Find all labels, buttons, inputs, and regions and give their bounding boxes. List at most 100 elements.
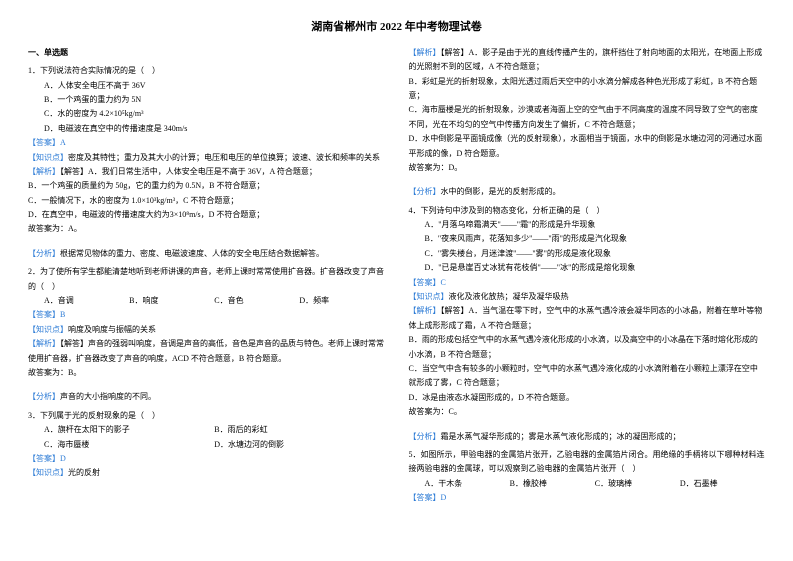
answer-value: C <box>441 278 446 287</box>
q2-fenxi: 【分析】声音的大小指响度的不同。 <box>28 390 385 404</box>
fenxi-label: 【分析】 <box>28 249 60 258</box>
q1-jx-d: D．在真空中，电磁波的传播速度大约为3×10⁸m/s，D 不符合题意； <box>28 208 385 222</box>
answer-value: A <box>60 138 66 147</box>
right-column: 【解析】【解答】A．影子是由于光的直线传播产生的，旗杆挡住了射向地面的太阳光，在… <box>409 46 766 506</box>
page-title: 湖南省郴州市 2022 年中考物理试卷 <box>28 18 765 38</box>
q1-options: A．人体安全电压不高于 36V B．一个鸡蛋的重力约为 5N C．水的密度为 4… <box>28 79 385 137</box>
q3-opt-c: C．海市蜃楼 <box>44 438 214 452</box>
q5-options: A．干木条 B．橡胶棒 C．玻璃棒 D．石墨棒 <box>409 477 766 491</box>
q4-jx-a: 【解析】【解答】A．当气温在零下时，空气中的水蒸气遇冷液会凝华同态的小冰晶，附着… <box>409 304 766 333</box>
kp-text: 光的反射 <box>68 468 100 477</box>
q3-options-1: A．旗杆在太阳下的影子 B．雨后的彩虹 <box>28 423 385 437</box>
q1-opt-b: B．一个鸡蛋的重力约为 5N <box>44 93 385 107</box>
jx-label: 【解析】 <box>28 339 60 348</box>
q4-kp: 【知识点】液化及液化放热；凝华及凝华吸热 <box>409 290 766 304</box>
q2-kp: 【知识点】响度及响度与振幅的关系 <box>28 323 385 337</box>
fenxi-label: 【分析】 <box>409 432 441 441</box>
fenxi-text: 声音的大小指响度的不同。 <box>60 392 156 401</box>
q4-jx-end: 故答案为：C。 <box>409 405 766 419</box>
answer-value: D <box>441 493 447 502</box>
q5-opt-d: D．石墨棒 <box>680 477 765 491</box>
q3-jx-end: 故答案为：D。 <box>409 161 766 175</box>
q4-jx-b: B．雨的形成包括空气中的水蒸气遇冷液化形成的小水滴，以及高空中的小冰晶在下落时熔… <box>409 333 766 362</box>
q4-opt-c: C．"雾失楼台，月迷津渡"——"雾"的形成是液化现象 <box>425 247 766 261</box>
section-heading: 一、单选题 <box>28 46 385 60</box>
kp-label: 【知识点】 <box>28 325 68 334</box>
q3-options-2: C．海市蜃楼 D．水塘边河的倒影 <box>28 438 385 452</box>
q4-answer: 【答案】C <box>409 276 766 290</box>
two-column-layout: 一、单选题 1．下列说法符合实际情况的是（ ） A．人体安全电压不高于 36V … <box>28 46 765 506</box>
fenxi-text: 霜是水蒸气凝华形成的；雾是水蒸气液化形成的；冰的凝固形成的； <box>441 432 681 441</box>
q4-fenxi: 【分析】霜是水蒸气凝华形成的；雾是水蒸气液化形成的；冰的凝固形成的； <box>409 430 766 444</box>
answer-value: B <box>60 310 65 319</box>
q4-options: A．"月落乌啼霜满天"——"霜"的形成是升华现象 B．"夜来风雨声，花落知多少"… <box>409 218 766 276</box>
q2-stem: 2．为了使所有学生都能清楚地听到老师讲课的声音，老师上课时常常使用扩音器。扩音器… <box>28 265 385 294</box>
left-column: 一、单选题 1．下列说法符合实际情况的是（ ） A．人体安全电压不高于 36V … <box>28 46 385 506</box>
q4-opt-b: B．"夜来风雨声，花落知多少"——"雨"的形成是汽化现象 <box>425 232 766 246</box>
jx-text: 【解答】A．当气温在零下时，空气中的水蒸气遇冷液会凝华同态的小冰晶，附着在草叶等… <box>409 306 763 329</box>
q3-stem: 3．下列属于光的反射现象的是（ ） <box>28 409 385 423</box>
fenxi-text: 根据常见物体的重力、密度、电磁波速度、人体的安全电压结合数据解答。 <box>60 249 324 258</box>
q2-jx-end: 故答案为：B。 <box>28 366 385 380</box>
q3-jx-d: D．水中倒影是平面镜成像（光的反射现象），水面相当于镜面，水中的倒影是水塘边河的… <box>409 132 766 161</box>
fenxi-text: 水中的倒影，是光的反射形成的。 <box>441 187 561 196</box>
q1-opt-c: C．水的密度为 4.2×10⁵kg/m³ <box>44 107 385 121</box>
jx-label: 【解析】 <box>28 167 60 176</box>
answer-label: 【答案】 <box>28 454 60 463</box>
jx-label: 【解析】 <box>409 306 441 315</box>
q2-opt-c: C．音色 <box>214 294 299 308</box>
answer-label: 【答案】 <box>409 493 441 502</box>
jx-text: 【解答】A．影子是由于光的直线传播产生的，旗杆挡住了射向地面的太阳光，在地面上形… <box>409 48 763 71</box>
q3-kp: 【知识点】光的反射 <box>28 466 385 480</box>
jx-text: 【解答】A．我们日常生活中，人体安全电压是不高于 36V，A 符合题意； <box>60 167 317 176</box>
q4-jx-d: D．冰是由液态水凝固形成的，D 不符合题意。 <box>409 391 766 405</box>
q2-opt-d: D．频率 <box>299 294 384 308</box>
kp-text: 响度及响度与振幅的关系 <box>68 325 156 334</box>
answer-label: 【答案】 <box>28 310 60 319</box>
q5-answer: 【答案】D <box>409 491 766 505</box>
q3-opt-d: D．水塘边河的倒影 <box>214 438 384 452</box>
q1-kp: 【知识点】密度及其特性；重力及其大小的计算；电压和电压的单位换算；波速、波长和频… <box>28 151 385 165</box>
jx-label: 【解析】 <box>409 48 441 57</box>
q4-opt-d: D．"已是悬崖百丈冰犹有花枝俏"——"冰"的形成是熔化现象 <box>425 261 766 275</box>
q1-opt-d: D．电磁波在真空中的传播速度是 340m/s <box>44 122 385 136</box>
q5-stem: 5．如图所示，甲验电器的金属箔片张开，乙验电器的金属箔片闭合。用绝缘的手柄将以下… <box>409 448 766 477</box>
q2-jx: 【解析】【解答】声音的强弱叫响度，音调是声音的高低，音色是声音的品质与特色。老师… <box>28 337 385 366</box>
q2-opt-b: B．响度 <box>129 294 214 308</box>
q3-opt-b: B．雨后的彩虹 <box>214 423 384 437</box>
q3-jx-a: 【解析】【解答】A．影子是由于光的直线传播产生的，旗杆挡住了射向地面的太阳光，在… <box>409 46 766 75</box>
q4-jx-c: C．当空气中含有较多的小颗粒时，空气中的水蒸气遇冷液化成的小水滴附着在小颗粒上漂… <box>409 362 766 391</box>
q1-jx-a: 【解析】【解答】A．我们日常生活中，人体安全电压是不高于 36V，A 符合题意； <box>28 165 385 179</box>
q3-answer: 【答案】D <box>28 452 385 466</box>
jx-text: 【解答】声音的强弱叫响度，音调是声音的高低，音色是声音的品质与特色。老师上课时常… <box>28 339 384 362</box>
q4-stem: 4．下列诗句中涉及到的物态变化，分析正确的是（ ） <box>409 204 766 218</box>
kp-label: 【知识点】 <box>28 153 68 162</box>
q5-opt-a: A．干木条 <box>425 477 510 491</box>
fenxi-label: 【分析】 <box>28 392 60 401</box>
q3-jx-c: C．海市蜃楼是光的折射现象，沙漠或者海面上空的空气由于不同高度的温度不同导致了空… <box>409 103 766 132</box>
kp-label: 【知识点】 <box>28 468 68 477</box>
q1-stem: 1．下列说法符合实际情况的是（ ） <box>28 64 385 78</box>
kp-text: 液化及液化放热；凝华及凝华吸热 <box>449 292 569 301</box>
q4-opt-a: A．"月落乌啼霜满天"——"霜"的形成是升华现象 <box>425 218 766 232</box>
q1-jx-end: 故答案为：A。 <box>28 222 385 236</box>
q1-answer: 【答案】A <box>28 136 385 150</box>
q3-jx-b: B．彩虹是光的折射现象，太阳光透过雨后天空中的小水滴分解成各种色光形成了彩虹，B… <box>409 75 766 104</box>
q3-fenxi: 【分析】水中的倒影，是光的反射形成的。 <box>409 185 766 199</box>
answer-label: 【答案】 <box>409 278 441 287</box>
q1-jx-c: C．一般情况下，水的密度为 1.0×10³kg/m³，C 不符合题意； <box>28 194 385 208</box>
q5-opt-b: B．橡胶棒 <box>510 477 595 491</box>
q1-fenxi: 【分析】根据常见物体的重力、密度、电磁波速度、人体的安全电压结合数据解答。 <box>28 247 385 261</box>
kp-label: 【知识点】 <box>409 292 449 301</box>
q2-opt-a: A．音调 <box>44 294 129 308</box>
fenxi-label: 【分析】 <box>409 187 441 196</box>
q5-opt-c: C．玻璃棒 <box>595 477 680 491</box>
q3-opt-a: A．旗杆在太阳下的影子 <box>44 423 214 437</box>
q1-jx-b: B．一个鸡蛋的质量约为 50g，它的重力约为 0.5N，B 不符合题意； <box>28 179 385 193</box>
q2-options: A．音调 B．响度 C．音色 D．频率 <box>28 294 385 308</box>
q1-opt-a: A．人体安全电压不高于 36V <box>44 79 385 93</box>
answer-label: 【答案】 <box>28 138 60 147</box>
answer-value: D <box>60 454 66 463</box>
kp-text: 密度及其特性；重力及其大小的计算；电压和电压的单位换算；波速、波长和频率的关系 <box>68 153 380 162</box>
q2-answer: 【答案】B <box>28 308 385 322</box>
